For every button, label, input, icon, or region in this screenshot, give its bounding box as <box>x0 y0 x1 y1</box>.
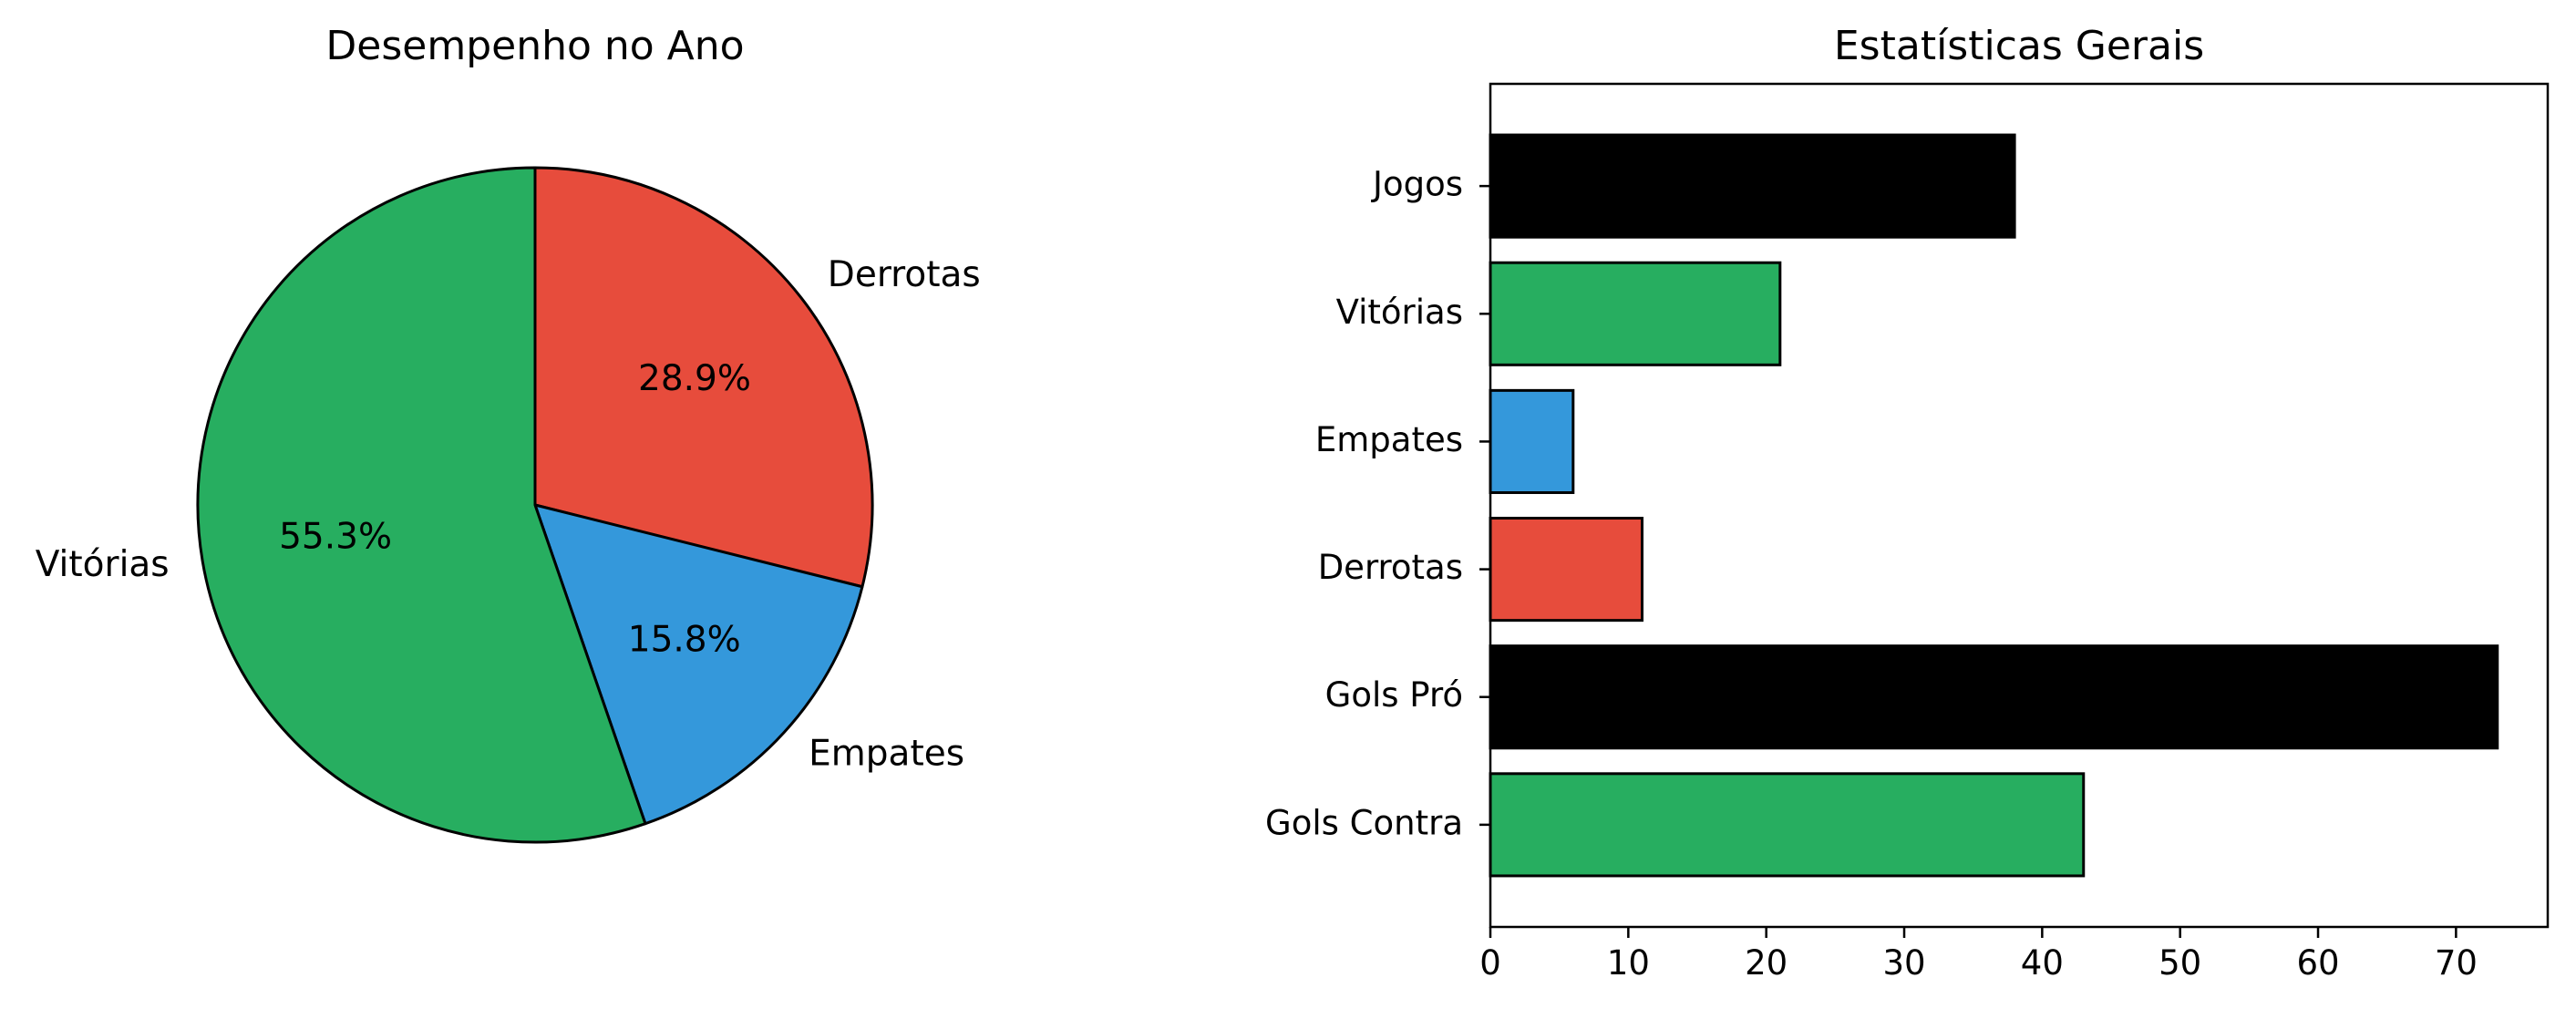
y-tick-label-empates: Empates <box>1315 420 1463 459</box>
bar-bars <box>1489 133 2499 878</box>
bar-gols-pro <box>1489 644 2499 750</box>
y-tick-label-derrotas: Derrotas <box>1318 548 1463 587</box>
bar-gols-contra <box>1489 772 2086 878</box>
pie-slice-derrotas <box>533 166 874 589</box>
x-tick-label: 70 <box>2435 943 2478 983</box>
x-tick-label: 10 <box>1607 943 1650 983</box>
bar-jogos <box>1489 133 2016 239</box>
bar-chart: Estatísticas Gerais Jogos Vitórias Empates… <box>1265 23 2550 983</box>
x-tick-label: 60 <box>2296 943 2339 983</box>
pie-pct-vitorias: 55.3% <box>279 516 392 557</box>
bar-derrotas <box>1489 517 1643 623</box>
x-tick-label: 20 <box>1745 943 1788 983</box>
pie-label-vitorias: Vitórias <box>36 544 170 585</box>
pie-slice-vitorias <box>196 166 647 844</box>
bar-empates <box>1489 388 1575 494</box>
pie-slices <box>196 166 874 844</box>
pie-chart: Desempenho no Ano Derrotas 28.9% Empates 15… <box>36 23 981 844</box>
pie-labels: Derrotas 28.9% Empates 15.8% Vitórias 55.3% <box>36 254 981 774</box>
pie-pct-derrotas: 28.9% <box>638 358 751 399</box>
pie-slice-empates <box>533 503 864 826</box>
y-tick-label-jogos: Jogos <box>1371 165 1463 204</box>
x-tick-label: 50 <box>2159 943 2201 983</box>
x-tick-label: 40 <box>2021 943 2064 983</box>
pie-pct-empates: 15.8% <box>628 619 741 660</box>
pie-label-derrotas: Derrotas <box>828 254 981 295</box>
bar-chart-frame <box>1489 82 2550 929</box>
y-tick-label-vitorias: Vitórias <box>1336 293 1463 332</box>
bar-x-axis: 0 10 20 30 40 50 60 70 <box>1479 927 2478 983</box>
pie-chart-title: Desempenho no Ano <box>325 23 744 69</box>
pie-label-empates: Empates <box>809 733 964 774</box>
bar-vitorias <box>1489 261 1782 366</box>
bar-chart-title: Estatísticas Gerais <box>1834 23 2204 69</box>
bar-y-axis: Jogos Vitórias Empates Derrotas Gols Pró Gols… <box>1265 165 1490 842</box>
y-tick-label-gols-contra: Gols Contra <box>1265 803 1463 842</box>
x-tick-label: 30 <box>1882 943 1925 983</box>
y-tick-label-gols-pro: Gols Pró <box>1325 675 1463 715</box>
x-tick-label: 0 <box>1479 943 1501 983</box>
